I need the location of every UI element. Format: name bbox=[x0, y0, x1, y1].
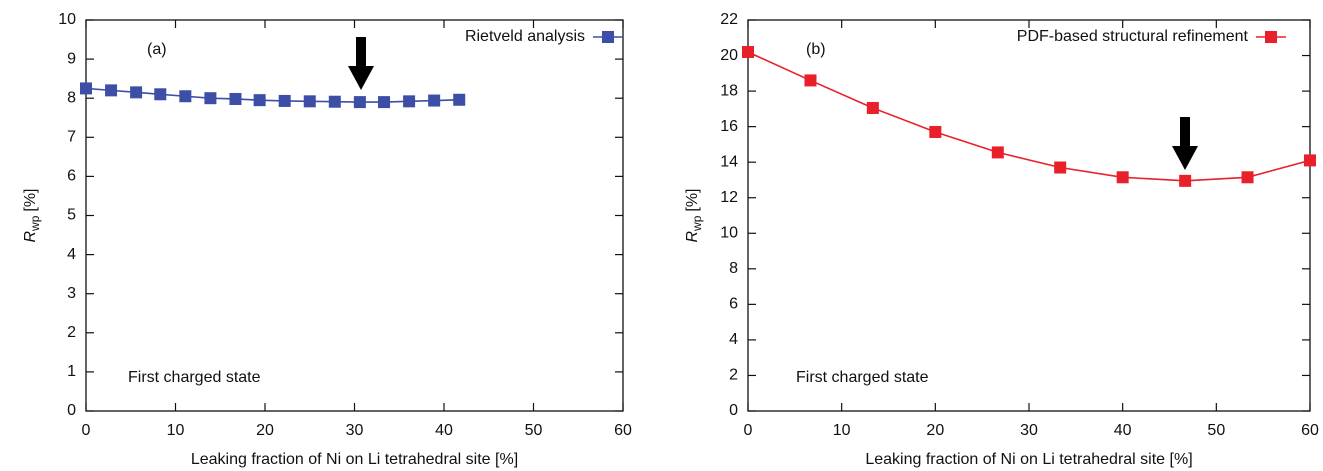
x-tick-label: 10 bbox=[833, 422, 851, 439]
annotation: (a) bbox=[147, 41, 167, 58]
data-point bbox=[80, 82, 92, 95]
y-axis-label: Rwp [%] bbox=[22, 188, 42, 242]
data-point bbox=[1116, 171, 1129, 184]
data-point bbox=[804, 74, 817, 87]
y-tick-label: 12 bbox=[720, 189, 738, 206]
y-tick-label: 5 bbox=[67, 207, 76, 224]
data-point bbox=[105, 84, 118, 97]
series-line bbox=[85, 87, 460, 103]
x-tick-label: 60 bbox=[614, 422, 632, 439]
data-point bbox=[929, 125, 942, 138]
data-point bbox=[742, 45, 754, 58]
data-point bbox=[1054, 161, 1067, 174]
data-point bbox=[278, 94, 291, 107]
data-point bbox=[179, 90, 192, 103]
data-point bbox=[130, 86, 143, 99]
legend-marker bbox=[1265, 31, 1277, 43]
y-axis-label: Rwp [%] bbox=[684, 188, 704, 242]
y-label-subscript: wp bbox=[28, 215, 42, 232]
data-point bbox=[353, 96, 366, 109]
x-tick-label: 40 bbox=[435, 422, 453, 439]
arrow bbox=[1172, 117, 1198, 170]
annotation: First charged state bbox=[796, 369, 929, 386]
data-point bbox=[866, 101, 879, 114]
y-tick-label: 6 bbox=[729, 296, 738, 313]
x-tick-label: 50 bbox=[525, 422, 543, 439]
y-label-subscript: wp bbox=[690, 215, 704, 232]
data-point bbox=[229, 92, 242, 105]
x-tick-label: 10 bbox=[167, 422, 185, 439]
y-tick-label: 0 bbox=[729, 402, 738, 419]
series-line bbox=[747, 51, 1311, 182]
y-tick-label: 2 bbox=[67, 324, 76, 341]
data-point bbox=[1241, 171, 1254, 184]
plot-frame bbox=[747, 19, 1311, 412]
x-tick-label: 40 bbox=[1114, 422, 1132, 439]
y-tick-label: 10 bbox=[720, 224, 738, 241]
data-point bbox=[403, 95, 416, 108]
data-point bbox=[453, 93, 466, 106]
data-point bbox=[328, 95, 341, 108]
y-tick-label: 6 bbox=[67, 168, 76, 185]
y-tick-label: 10 bbox=[58, 11, 76, 28]
data-point bbox=[303, 95, 316, 108]
x-tick-label: 20 bbox=[256, 422, 274, 439]
y-tick-label: 14 bbox=[720, 153, 738, 170]
data-point bbox=[428, 94, 441, 107]
y-tick-label: 0 bbox=[67, 402, 76, 419]
x-axis-label: Leaking fraction of Ni on Li tetrahedral… bbox=[191, 451, 518, 468]
x-tick-label: 30 bbox=[346, 422, 364, 439]
data-point bbox=[991, 146, 1004, 159]
y-tick-label: 16 bbox=[720, 118, 738, 135]
x-tick-label: 60 bbox=[1301, 422, 1319, 439]
y-tick-label: 1 bbox=[67, 363, 76, 380]
y-tick-label: 4 bbox=[67, 246, 76, 263]
x-tick-label: 0 bbox=[744, 422, 753, 439]
legend-marker bbox=[602, 31, 614, 43]
arrow bbox=[348, 37, 374, 90]
y-tick-label: 4 bbox=[729, 331, 738, 348]
y-tick-label: 20 bbox=[720, 47, 738, 64]
x-tick-label: 20 bbox=[926, 422, 944, 439]
data-point bbox=[378, 96, 391, 109]
y-label-unit: [%] bbox=[22, 188, 39, 211]
x-tick-label: 0 bbox=[82, 422, 91, 439]
x-axis-label: Leaking fraction of Ni on Li tetrahedral… bbox=[865, 451, 1192, 468]
x-tick-label: 50 bbox=[1207, 422, 1225, 439]
y-tick-label: 18 bbox=[720, 82, 738, 99]
data-point bbox=[154, 88, 167, 101]
data-point bbox=[204, 92, 217, 105]
y-tick-label: 8 bbox=[67, 89, 76, 106]
legend-label: PDF-based structural refinement bbox=[1017, 28, 1249, 45]
y-tick-label: 7 bbox=[67, 129, 76, 146]
x-tick-label: 30 bbox=[1020, 422, 1038, 439]
plot-frame bbox=[85, 19, 624, 412]
data-point bbox=[253, 94, 266, 107]
y-label-unit: [%] bbox=[684, 188, 701, 211]
y-label-symbol: R bbox=[22, 231, 39, 243]
y-tick-label: 2 bbox=[729, 367, 738, 384]
data-point bbox=[1304, 154, 1316, 167]
y-label-symbol: R bbox=[684, 231, 701, 243]
data-point bbox=[1179, 174, 1192, 187]
y-tick-label: 8 bbox=[729, 260, 738, 277]
annotation: (b) bbox=[806, 41, 826, 58]
y-tick-label: 9 bbox=[67, 50, 76, 67]
y-tick-label: 22 bbox=[720, 11, 738, 28]
annotation: First charged state bbox=[128, 369, 261, 386]
legend-label: Rietveld analysis bbox=[465, 28, 585, 45]
y-tick-label: 3 bbox=[67, 285, 76, 302]
